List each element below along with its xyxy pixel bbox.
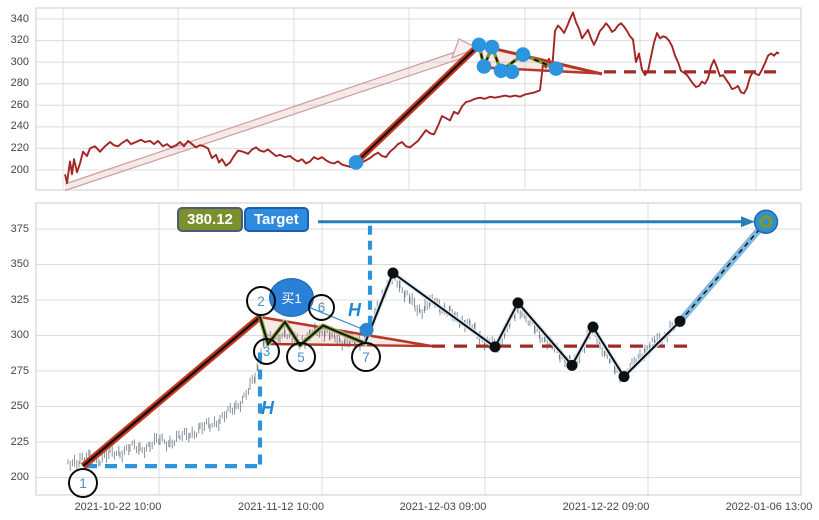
top-y-tick-label: 320 [10,34,29,47]
target-arrowhead [741,216,755,228]
x-tick-label: 2021-12-22 09:00 [562,501,650,513]
top-panel [35,7,802,192]
pivot-dot [471,37,487,53]
top-y-tick-label: 200 [10,163,29,176]
swing-line [82,272,681,467]
pivot-dot [484,39,500,55]
target-price-label: 380.12 [177,207,243,232]
x-tick-label: 2021-11-12 10:00 [237,501,325,513]
x-tick-label: 2022-01-06 13:00 [725,501,813,513]
buy-marker: 买1 [269,278,314,317]
bottom-y-tick-label: 200 [10,471,29,483]
price-line [64,11,780,184]
pivot-circle-2: 2 [246,286,276,316]
pivot-dot [493,63,509,79]
swing-dot [489,341,501,353]
swing-dot [674,315,686,327]
top-y-tick-label: 280 [10,77,29,90]
swing-dot [587,321,599,333]
top-y-tick-label: 340 [10,12,29,25]
pivot-dot [476,59,492,74]
bottom-y-tick-label: 225 [10,435,29,448]
pivot-circle-5: 5 [286,342,316,372]
pivot-circle-6: 6 [308,294,335,321]
swing-dot [512,297,524,309]
height-label-upper: H [348,300,361,320]
pivot-dot [504,64,520,80]
pivot-dot [515,47,531,62]
swing-dot [566,359,578,371]
bottom-y-tick-label: 300 [10,329,29,341]
entry-dot [359,322,374,337]
pivot-dot [548,61,564,76]
bottom-y-tick-label: 275 [10,364,29,377]
target-label: Target [244,207,309,232]
pivot-dot [348,155,364,170]
bottom-y-tick-label: 350 [10,258,29,270]
bottom-panel [35,202,802,496]
x-tick-label: 2021-10-22 10:00 [74,501,162,513]
bottom-y-tick-label: 325 [10,293,29,306]
top-y-tick-label: 220 [10,141,29,154]
top-y-tick-label: 260 [10,98,29,111]
top-y-tick-label: 240 [10,120,29,133]
bottom-y-tick-label: 375 [10,222,29,235]
x-tick-label: 2021-12-03 09:00 [399,501,487,513]
target-marker [753,209,779,234]
swing-dot [618,371,630,383]
pivot-circle-3: 3 [253,338,280,365]
pivot-circle-7: 7 [351,342,381,372]
height-label-lower: H [261,398,274,418]
pivot-circle-1: 1 [68,468,98,498]
swing-dot [387,267,399,279]
bottom-y-tick-label: 250 [10,400,29,412]
top-y-tick-label: 300 [10,55,29,68]
